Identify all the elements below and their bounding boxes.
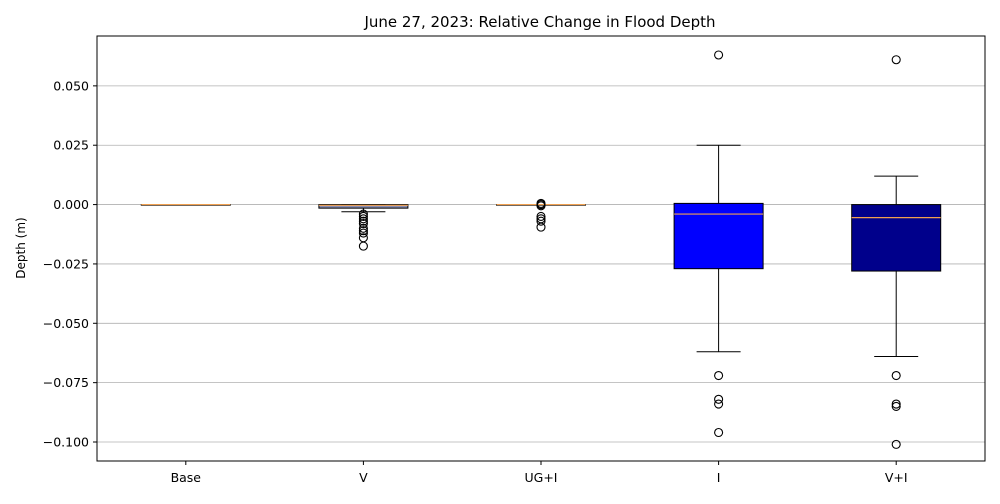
- y-tick-label: −0.025: [43, 256, 89, 271]
- box-group-v-i: [851, 55, 942, 449]
- outlier-point: [714, 399, 724, 409]
- iqr-box: [673, 202, 764, 270]
- outlier-point: [358, 228, 368, 238]
- outlier-point: [714, 394, 724, 404]
- outlier-point: [358, 209, 368, 219]
- outlier-point: [358, 219, 368, 229]
- box-group-ug-i: [496, 198, 586, 232]
- iqr-box: [318, 204, 409, 209]
- boxes: [140, 50, 942, 449]
- x-axis-ticks: Base V UG+I I V+I: [171, 461, 908, 485]
- outlier-point: [891, 439, 901, 449]
- y-tick-label: −0.075: [43, 375, 89, 390]
- outlier-point: [891, 370, 901, 381]
- box-group-v: [318, 204, 409, 251]
- outlier-point: [536, 216, 546, 226]
- outlier-point: [358, 216, 368, 226]
- x-tick-label: V: [359, 470, 368, 485]
- y-tick-label: 0.050: [53, 78, 89, 93]
- x-tick-label: Base: [171, 470, 202, 485]
- x-tick-label: I: [717, 470, 721, 485]
- box-group-base: [140, 203, 231, 206]
- outlier-point: [891, 399, 901, 409]
- outlier-point: [536, 222, 546, 232]
- outlier-point: [714, 370, 724, 381]
- outlier-point: [891, 55, 901, 65]
- outlier-point: [536, 201, 546, 211]
- outlier-point: [358, 223, 368, 233]
- outlier-point: [358, 211, 368, 221]
- iqr-box: [851, 204, 942, 272]
- x-tick-label: UG+I: [525, 470, 558, 485]
- outlier-point: [358, 241, 368, 251]
- outlier-point: [536, 211, 546, 221]
- x-tick-label: V+I: [885, 470, 908, 485]
- box-group-i: [673, 50, 764, 438]
- y-tick-label: −0.100: [43, 435, 89, 450]
- outlier-point: [358, 214, 368, 224]
- y-tick-label: −0.050: [43, 316, 89, 331]
- outlier-point: [358, 226, 368, 236]
- outlier-point: [714, 50, 724, 60]
- y-tick-label: 0.000: [53, 197, 89, 212]
- chart-title: June 27, 2023: Relative Change in Flood …: [363, 13, 715, 31]
- outlier-point: [714, 427, 724, 438]
- outlier-point: [891, 401, 901, 411]
- y-axis-ticks: 0.050 0.025 0.000 −0.025 −0.050 −0.075 −0.100: [43, 78, 97, 450]
- y-tick-label: 0.025: [53, 138, 89, 153]
- y-axis-label: Depth (m): [14, 217, 28, 278]
